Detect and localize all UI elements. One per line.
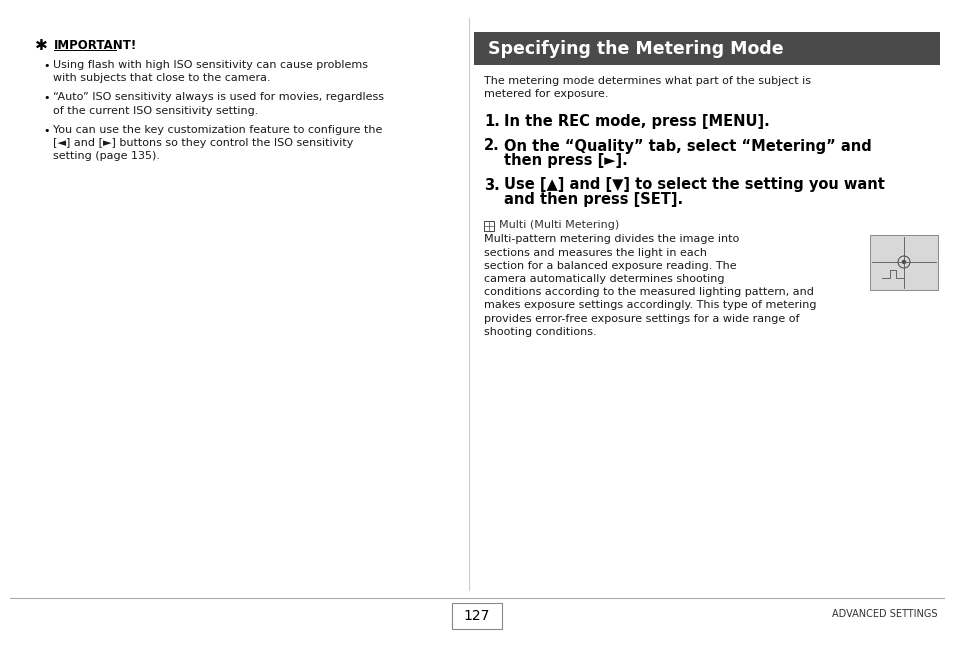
Text: sections and measures the light in each: sections and measures the light in each <box>483 247 706 258</box>
Bar <box>869 234 937 289</box>
Text: 127: 127 <box>463 609 490 623</box>
Bar <box>483 220 494 231</box>
Text: In the REC mode, press [MENU].: In the REC mode, press [MENU]. <box>503 114 769 129</box>
Text: with subjects that close to the camera.: with subjects that close to the camera. <box>53 73 271 83</box>
Text: then press [►].: then press [►]. <box>503 153 627 168</box>
Bar <box>452 603 501 629</box>
Text: of the current ISO sensitivity setting.: of the current ISO sensitivity setting. <box>53 105 258 116</box>
Text: Specifying the Metering Mode: Specifying the Metering Mode <box>488 39 782 57</box>
Text: IMPORTANT!: IMPORTANT! <box>54 39 137 52</box>
Text: •: • <box>43 94 50 103</box>
Text: You can use the key customization feature to configure the: You can use the key customization featur… <box>53 125 382 135</box>
Text: “Auto” ISO sensitivity always is used for movies, regardless: “Auto” ISO sensitivity always is used fo… <box>53 92 384 103</box>
Text: Use [▲] and [▼] to select the setting you want: Use [▲] and [▼] to select the setting yo… <box>503 178 884 193</box>
Text: The metering mode determines what part of the subject is: The metering mode determines what part o… <box>483 76 810 86</box>
Text: ✱: ✱ <box>35 38 48 53</box>
Bar <box>474 32 939 65</box>
Text: section for a balanced exposure reading. The: section for a balanced exposure reading.… <box>483 261 736 271</box>
Text: 3.: 3. <box>483 178 499 193</box>
Text: Multi-pattern metering divides the image into: Multi-pattern metering divides the image… <box>483 234 739 244</box>
Text: makes exposure settings accordingly. This type of metering: makes exposure settings accordingly. Thi… <box>483 300 816 311</box>
Text: and then press [SET].: and then press [SET]. <box>503 192 682 207</box>
Text: conditions according to the measured lighting pattern, and: conditions according to the measured lig… <box>483 287 813 297</box>
Text: On the “Quality” tab, select “Metering” and: On the “Quality” tab, select “Metering” … <box>503 138 871 154</box>
Text: setting (page 135).: setting (page 135). <box>53 151 160 162</box>
Text: shooting conditions.: shooting conditions. <box>483 327 596 337</box>
Text: 1.: 1. <box>483 114 499 129</box>
Text: metered for exposure.: metered for exposure. <box>483 89 608 99</box>
Text: provides error-free exposure settings for a wide range of: provides error-free exposure settings fo… <box>483 314 799 324</box>
Text: 2.: 2. <box>483 138 499 154</box>
Text: Multi (Multi Metering): Multi (Multi Metering) <box>498 220 618 231</box>
Text: ADVANCED SETTINGS: ADVANCED SETTINGS <box>832 609 937 619</box>
Circle shape <box>902 260 904 264</box>
Text: camera automatically determines shooting: camera automatically determines shooting <box>483 274 723 284</box>
Text: •: • <box>43 61 50 71</box>
Text: •: • <box>43 126 50 136</box>
Text: Using flash with high ISO sensitivity can cause problems: Using flash with high ISO sensitivity ca… <box>53 60 368 70</box>
Text: [◄] and [►] buttons so they control the ISO sensitivity: [◄] and [►] buttons so they control the … <box>53 138 353 148</box>
